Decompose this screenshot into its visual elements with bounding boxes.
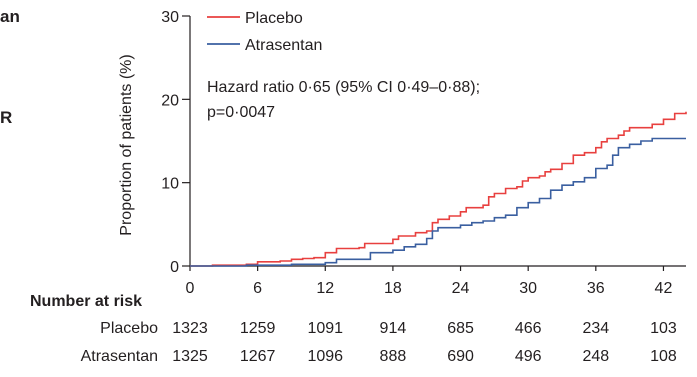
y-tick-label: 0 — [170, 259, 179, 276]
legend-label-placebo: Placebo — [245, 10, 303, 27]
risk-value-placebo: 234 — [582, 320, 609, 337]
risk-value-placebo: 466 — [515, 320, 542, 337]
risk-value-atrasentan: 1325 — [172, 348, 208, 365]
left-edge-fragment-2: R — [0, 108, 12, 127]
risk-value-atrasentan: 690 — [447, 348, 474, 365]
risk-value-placebo: 1259 — [240, 320, 276, 337]
x-tick-label: 42 — [655, 280, 673, 297]
risk-value-placebo: 1091 — [307, 320, 343, 337]
p-value-annotation: p=0·0047 — [207, 104, 275, 121]
y-tick-label: 30 — [161, 9, 179, 26]
legend: Placebo Atrasentan — [207, 10, 322, 54]
y-axis-label: Proportion of patients (%) — [118, 54, 135, 235]
series-line-placebo — [190, 111, 687, 267]
risk-value-atrasentan: 248 — [582, 348, 609, 365]
number-at-risk-values: 1323 1259 1091 914 685 466 234 103 1325 1267 1096 8… — [172, 320, 677, 365]
x-tick-label: 36 — [587, 280, 605, 297]
number-at-risk-title: Number at risk — [30, 293, 142, 310]
risk-value-atrasentan: 496 — [515, 348, 542, 365]
series-layer — [190, 111, 687, 267]
risk-value-placebo: 685 — [447, 320, 474, 337]
left-edge-fragment-1: an — [0, 7, 20, 26]
risk-value-placebo: 914 — [380, 320, 407, 337]
series-line-atrasentan — [190, 137, 686, 267]
hazard-ratio-annotation: Hazard ratio 0·65 (95% CI 0·49–0·88); — [207, 79, 480, 96]
risk-value-atrasentan: 1096 — [307, 348, 343, 365]
y-tick-label: 20 — [161, 92, 179, 109]
risk-value-atrasentan: 1267 — [240, 348, 276, 365]
risk-value-atrasentan: 108 — [650, 348, 677, 365]
risk-value-atrasentan: 888 — [380, 348, 407, 365]
y-tick-label: 10 — [161, 176, 179, 193]
x-tick-label: 6 — [253, 280, 262, 297]
legend-label-atrasentan: Atrasentan — [245, 37, 322, 54]
risk-row-name-placebo: Placebo — [100, 320, 158, 337]
x-tick-label: 18 — [384, 280, 402, 297]
risk-row-name-atrasentan: Atrasentan — [81, 348, 158, 365]
x-tick-label: 30 — [519, 280, 537, 297]
x-tick-label: 0 — [186, 280, 195, 297]
x-tick-label: 12 — [316, 280, 334, 297]
x-tick-label: 24 — [452, 280, 470, 297]
risk-value-placebo: 103 — [650, 320, 677, 337]
risk-value-placebo: 1323 — [172, 320, 208, 337]
axes: 0 10 20 30 0 6 12 18 24 30 36 42 — [161, 9, 686, 297]
